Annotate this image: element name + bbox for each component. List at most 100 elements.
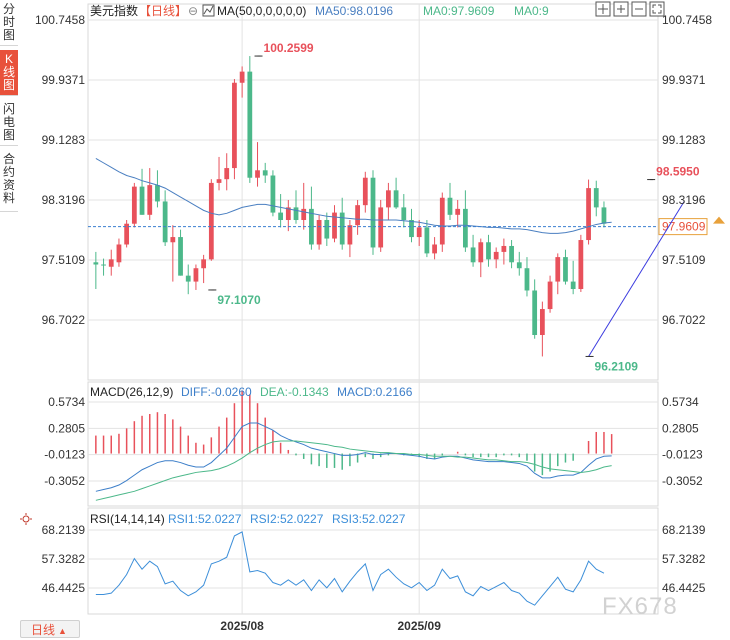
candle — [347, 220, 353, 258]
candle-body — [355, 205, 360, 226]
macd-tick-right: -0.3052 — [662, 474, 703, 488]
candle — [193, 264, 199, 290]
rsi-panel — [95, 531, 605, 606]
candle — [293, 190, 299, 224]
price-tick-right: 96.7022 — [662, 313, 706, 327]
candle — [501, 238, 507, 265]
period-select-button[interactable]: 日线 ▲ — [20, 620, 80, 638]
macd-tick-left: -0.3052 — [44, 474, 85, 488]
rsi-tick-right: 68.2139 — [662, 523, 706, 537]
candle — [462, 190, 468, 252]
candle-body — [339, 212, 345, 245]
candle — [239, 66, 245, 98]
chevron-up-icon: ▲ — [58, 626, 67, 636]
candle-body — [201, 259, 207, 269]
candle — [285, 199, 291, 232]
candle — [316, 214, 322, 250]
tab-char: 图 — [2, 128, 15, 142]
crosshair-icon[interactable] — [595, 1, 611, 17]
macd-diff-value: DIFF:-0.0260 — [181, 385, 252, 399]
tab-contract-info[interactable]: 合约资料 — [0, 150, 18, 212]
rsi2-value: RSI2:52.0227 — [250, 512, 324, 526]
candle — [532, 279, 538, 339]
candle — [401, 194, 407, 228]
candle-body — [393, 190, 399, 208]
tab-time-share[interactable]: 分时图 — [0, 0, 18, 46]
candle-body — [578, 240, 584, 290]
annotation-label: 98.5950 — [656, 165, 700, 179]
candle-body — [370, 177, 376, 248]
price-tick-left: 99.9371 — [42, 73, 86, 87]
rsi-label: RSI(14,14,14) — [90, 512, 165, 526]
candle — [570, 260, 576, 295]
candle — [155, 170, 160, 208]
candle — [170, 225, 176, 282]
tab-char: 资 — [2, 178, 15, 192]
candle-body — [493, 251, 499, 260]
macd-tick-left: 0.2805 — [48, 421, 85, 435]
candle-body — [570, 281, 576, 290]
settings-icon[interactable]: ⊖ — [188, 4, 198, 18]
candle — [208, 179, 214, 261]
candle — [563, 249, 568, 285]
candle — [409, 208, 414, 243]
candle — [455, 199, 461, 228]
candle-body — [447, 197, 453, 215]
candle — [247, 56, 253, 183]
candle — [93, 251, 99, 290]
axis-labels: 100.7458 100.7458 99.9371 99.9371 99.1283 99.… — [35, 13, 712, 633]
tab-char: 料 — [2, 191, 15, 205]
candle — [439, 192, 445, 252]
candle-body — [255, 170, 260, 178]
candle — [262, 162, 268, 183]
fullscreen-icon[interactable] — [649, 1, 665, 17]
ma0-value: MA0:97.9609 — [423, 4, 495, 18]
date-label: 2025/09 — [397, 619, 441, 633]
candle-body — [332, 212, 337, 239]
candle — [301, 182, 307, 230]
candle-body — [532, 290, 538, 336]
candle-body — [416, 227, 422, 238]
candle — [224, 153, 230, 191]
candle-body — [516, 262, 522, 269]
candle — [124, 220, 130, 248]
candle-body — [478, 242, 484, 263]
period-label[interactable]: 【日线】 — [139, 4, 187, 18]
trendline — [588, 201, 685, 357]
candle-body — [178, 237, 183, 276]
candle — [278, 194, 284, 228]
candle-body — [601, 207, 607, 224]
macd-value: MACD:0.2166 — [337, 385, 413, 399]
candle-body — [386, 190, 391, 208]
candle-body — [193, 268, 199, 282]
zoom-out-icon[interactable] — [631, 1, 647, 17]
candle-body — [378, 207, 384, 248]
candle — [324, 212, 330, 246]
tab-char: 图 — [2, 78, 15, 92]
candle — [509, 240, 514, 269]
rsi-tick-right: 57.3282 — [662, 552, 706, 566]
zoom-in-icon[interactable] — [613, 1, 629, 17]
price-tick-left: 100.7458 — [35, 13, 85, 27]
rsi-settings-icon[interactable] — [20, 513, 32, 525]
candle — [232, 79, 237, 180]
candle-body — [108, 259, 114, 267]
candle-body — [224, 168, 230, 180]
candle-body — [555, 257, 561, 282]
candle — [339, 197, 345, 250]
candle-body — [185, 275, 191, 282]
candle-body — [486, 242, 491, 260]
candle-body — [247, 71, 253, 178]
tab-flash[interactable]: 闪电图 — [0, 100, 18, 146]
rsi-tick-right: 46.4425 — [662, 581, 706, 595]
candle-body — [93, 262, 99, 265]
tab-char: 线 — [2, 65, 15, 79]
price-tick-right: 98.3196 — [662, 193, 706, 207]
candle — [332, 205, 337, 243]
candle-body — [409, 220, 414, 238]
candle — [386, 182, 391, 221]
candle — [555, 253, 561, 295]
